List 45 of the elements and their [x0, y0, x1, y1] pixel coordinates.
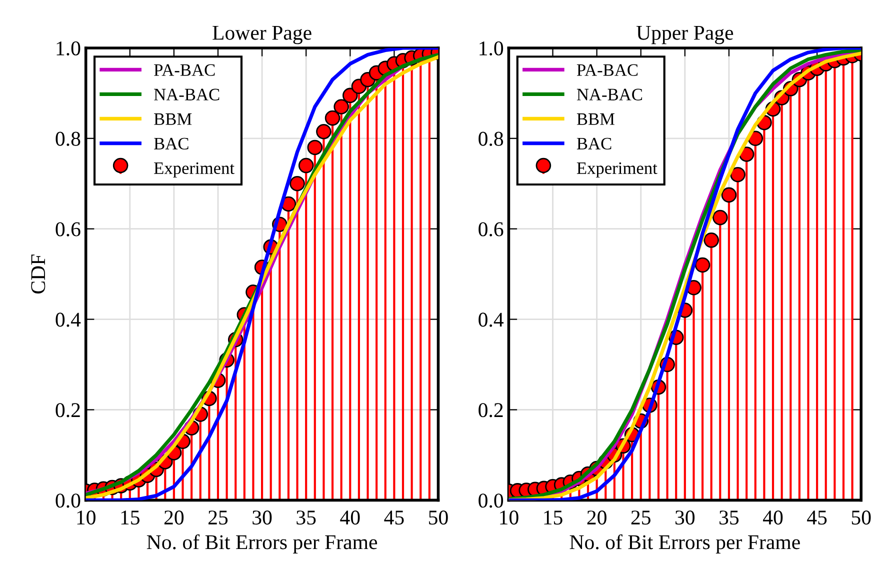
x-tick-label: 15 [121, 510, 140, 525]
y-tick-label: 0.8 [56, 132, 80, 146]
x-tick-label: 45 [384, 510, 404, 525]
legend-label: NA-BAC [154, 88, 220, 100]
y-tick-label: 1.0 [480, 41, 504, 56]
x-tick-label: 30 [675, 510, 695, 525]
x-tick-label: 25 [631, 510, 650, 525]
y-tick-label: 0.0 [478, 494, 504, 508]
x-tick-label: 20 [587, 510, 606, 525]
x-axis-title: No. of Bit Errors per Frame [570, 534, 800, 554]
y-axis-title: CDF [31, 254, 46, 294]
x-tick-label: 15 [544, 510, 562, 525]
legend-label: Experiment [154, 162, 234, 178]
x-tick-label: 30 [252, 510, 272, 525]
x-tick-label: 40 [340, 510, 360, 525]
x-axis-title: No. of Bit Errors per Frame [146, 534, 378, 554]
y-tick-label: 0.0 [56, 494, 80, 508]
y-tick-label: 0.6 [56, 222, 80, 236]
y-tick-label: 0.6 [478, 222, 504, 236]
legend-label: Experiment [576, 162, 658, 178]
chart-title: Upper Page [636, 26, 734, 44]
y-tick-label: 0.2 [478, 403, 503, 418]
chart-title: Lower Page [212, 26, 312, 44]
y-tick-label: 0.2 [56, 403, 80, 418]
y-tick-label: 0.8 [478, 132, 504, 146]
x-tick-label: 40 [763, 510, 783, 525]
legend-label: BAC [154, 138, 188, 150]
y-tick-label: 0.4 [56, 312, 81, 327]
legend-label: BAC [576, 138, 612, 150]
x-tick-label: 45 [807, 510, 827, 525]
x-tick-label: 20 [164, 510, 184, 525]
x-tick-label: 50 [852, 510, 871, 525]
legend-label: PA-BAC [576, 64, 638, 76]
x-tick-label: 35 [720, 510, 739, 525]
x-tick-label: 10 [500, 510, 518, 525]
legend-label: PA-BAC [154, 64, 215, 76]
y-tick-label: 0.4 [478, 312, 504, 327]
legend-label: BBM [154, 113, 192, 125]
x-tick-label: 50 [429, 510, 448, 525]
x-tick-label: 35 [296, 510, 316, 525]
x-tick-label: 25 [208, 510, 228, 525]
legend-label: BBM [576, 113, 615, 125]
x-tick-label: 10 [77, 510, 96, 525]
legend-label: NA-BAC [576, 88, 642, 100]
y-tick-label: 1.0 [56, 41, 80, 56]
